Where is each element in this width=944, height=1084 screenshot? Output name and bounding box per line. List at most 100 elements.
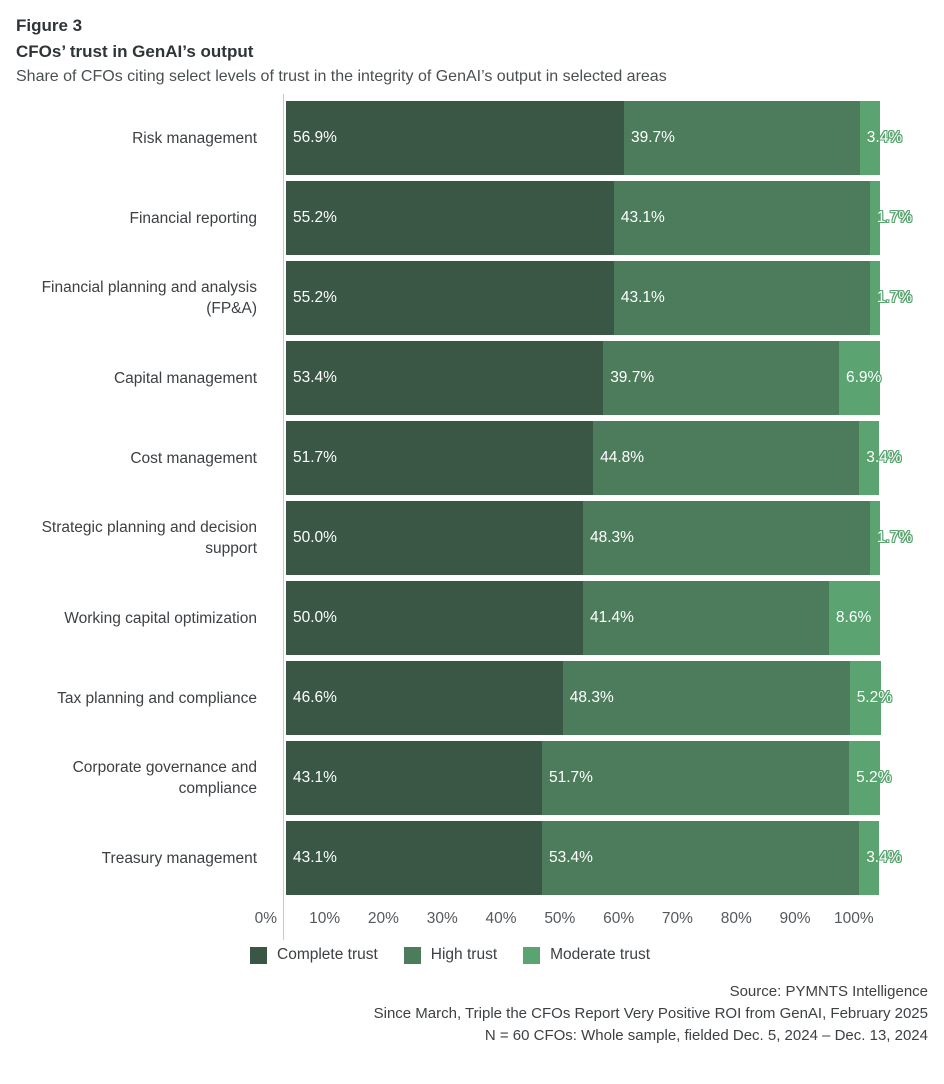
x-tick: 80% [720, 910, 752, 927]
x-tick: 60% [603, 910, 635, 927]
bar-segment-high-trust: 48.3% [583, 501, 870, 575]
legend-swatch [403, 946, 421, 964]
x-tick: 30% [426, 910, 458, 927]
bar-segment-high-trust: 41.4% [583, 581, 829, 655]
bar-segment-complete-trust: 56.9% [286, 101, 624, 175]
bar-segment-moderate-trust: 3.4% [859, 421, 902, 495]
bar-segment-complete-trust: 55.2% [286, 261, 614, 335]
chart-row: Corporate governance and compliance 43.1%… [16, 741, 928, 815]
footer-source: Source: PYMNTS Intelligence [729, 983, 928, 1000]
chart-row: Treasury management 43.1% 53.4% 3.4% [16, 821, 928, 895]
category-label: Corporate governance and compliance [72, 759, 257, 797]
x-tick: 90% [779, 910, 811, 927]
stacked-bar: 55.2% 43.1% 1.7% [286, 181, 912, 255]
bar-segment-high-trust: 39.7% [623, 101, 860, 175]
category-label: Treasury management [101, 849, 257, 867]
x-tick: 70% [661, 910, 693, 927]
bar-segment-moderate-trust: 8.6% [828, 581, 880, 655]
bar-segment-high-trust: 44.8% [593, 421, 860, 495]
bar-segment-complete-trust: 53.4% [286, 341, 604, 415]
value-label: 41.4% [590, 609, 634, 626]
value-label: 3.4% [866, 129, 903, 146]
bar-segment-high-trust: 53.4% [542, 821, 860, 895]
stacked-bar: 50.0% 48.3% 1.7% [286, 501, 912, 575]
x-tick: 50% [544, 910, 576, 927]
legend-label: Complete trust [277, 946, 378, 963]
value-label: 5.2% [856, 769, 892, 786]
category-label: Risk management [132, 129, 257, 147]
legend-item-moderate-trust: Moderate trust [523, 946, 650, 964]
stacked-bar: 56.9% 39.7% 3.4% [286, 101, 902, 175]
value-label: 55.2% [293, 209, 337, 226]
legend-swatch [250, 946, 267, 964]
value-label: 3.4% [866, 849, 902, 866]
bar-segment-high-trust: 43.1% [613, 181, 870, 255]
bar-segment-complete-trust: 43.1% [286, 741, 542, 815]
stacked-bar-chart: Risk management 56.9% 39.7% 3.4% Financial r… [16, 94, 928, 967]
chart-header: Figure 3 CFOs’ trust in GenAI’s output S… [16, 13, 928, 89]
value-label: 8.6% [835, 609, 872, 626]
stacked-bar: 46.6% 48.3% 5.2% [286, 661, 892, 735]
value-label: 43.1% [293, 849, 337, 866]
value-label: 39.7% [610, 369, 655, 386]
value-label: 39.7% [630, 129, 675, 146]
chart-row: Financial reporting 55.2% 43.1% 1.7% [16, 181, 928, 255]
stacked-bar: 43.1% 53.4% 3.4% [286, 821, 902, 895]
value-label: 48.3% [569, 689, 614, 706]
chart-row: Cost management 51.7% 44.8% 3.4% [16, 421, 928, 495]
legend-swatch [523, 946, 541, 964]
category-label: Strategic planning and decision support [41, 519, 257, 557]
bar-segment-high-trust: 39.7% [603, 341, 839, 415]
value-label: 44.8% [600, 449, 645, 466]
chart-subtitle: Share of CFOs citing select levels of tr… [16, 68, 667, 85]
category-label: Tax planning and compliance [57, 689, 257, 707]
value-label: 48.3% [590, 529, 634, 546]
bar-segment-moderate-trust: 3.4% [859, 821, 902, 895]
bar-segment-complete-trust: 50.0% [286, 581, 583, 655]
bar-segment-moderate-trust: 5.2% [849, 741, 891, 815]
chart-row: Working capital optimization 50.0% 41.4% 8.… [16, 581, 928, 655]
category-label: Financial reporting [129, 209, 257, 227]
value-label: 53.4% [549, 849, 593, 866]
value-label: 1.7% [876, 289, 913, 306]
stacked-bar: 55.2% 43.1% 1.7% [286, 261, 912, 335]
category-label: Capital management [113, 369, 257, 387]
chart-row: Financial planning and analysis (FP&A) 55… [16, 261, 928, 335]
value-label: 3.4% [866, 449, 902, 466]
value-label: 55.2% [293, 289, 337, 306]
value-label: 1.7% [876, 209, 913, 226]
bar-segment-moderate-trust: 3.4% [859, 101, 902, 175]
value-label: 6.9% [846, 369, 882, 386]
chart-row: Risk management 56.9% 39.7% 3.4% [16, 101, 928, 175]
value-label: 43.1% [620, 289, 665, 306]
value-label: 50.0% [293, 609, 337, 626]
stacked-bar: 43.1% 51.7% 5.2% [286, 741, 891, 815]
x-tick: 10% [309, 910, 341, 927]
bar-segment-high-trust: 51.7% [542, 741, 850, 815]
legend-item-complete-trust: Complete trust [250, 946, 378, 964]
value-label: 1.7% [876, 529, 913, 546]
bar-segment-moderate-trust: 6.9% [839, 341, 882, 415]
stacked-bar: 50.0% 41.4% 8.6% [286, 581, 880, 655]
bar-segment-complete-trust: 55.2% [286, 181, 614, 255]
chart-row: Capital management 53.4% 39.7% 6.9% [16, 341, 928, 415]
value-label: 5.2% [856, 689, 893, 706]
bar-segment-complete-trust: 51.7% [286, 421, 594, 495]
x-tick: 0% [254, 910, 278, 927]
bar-segment-complete-trust: 43.1% [286, 821, 542, 895]
chart-title: CFOs’ trust in GenAI’s output [16, 42, 254, 61]
bar-segment-complete-trust: 46.6% [286, 661, 563, 735]
x-axis: 0% 10% 20% 30% 40% 50% 60% 70% 80% 90% 100% [255, 901, 880, 937]
y-axis-line [283, 94, 284, 940]
bar-segment-moderate-trust: 1.7% [869, 261, 912, 335]
value-label: 43.1% [293, 769, 337, 786]
x-tick: 40% [485, 910, 517, 927]
stacked-bar: 51.7% 44.8% 3.4% [286, 421, 902, 495]
stacked-bar: 53.4% 39.7% 6.9% [286, 341, 882, 415]
chart-row: Tax planning and compliance 46.6% 48.3% 5.2… [16, 661, 928, 735]
bar-segment-high-trust: 43.1% [613, 261, 870, 335]
value-label: 53.4% [293, 369, 337, 386]
footer-report-title: Since March, Triple the CFOs Report Very… [373, 1005, 928, 1022]
legend: Complete trust High trust Moderate trust [250, 943, 928, 967]
